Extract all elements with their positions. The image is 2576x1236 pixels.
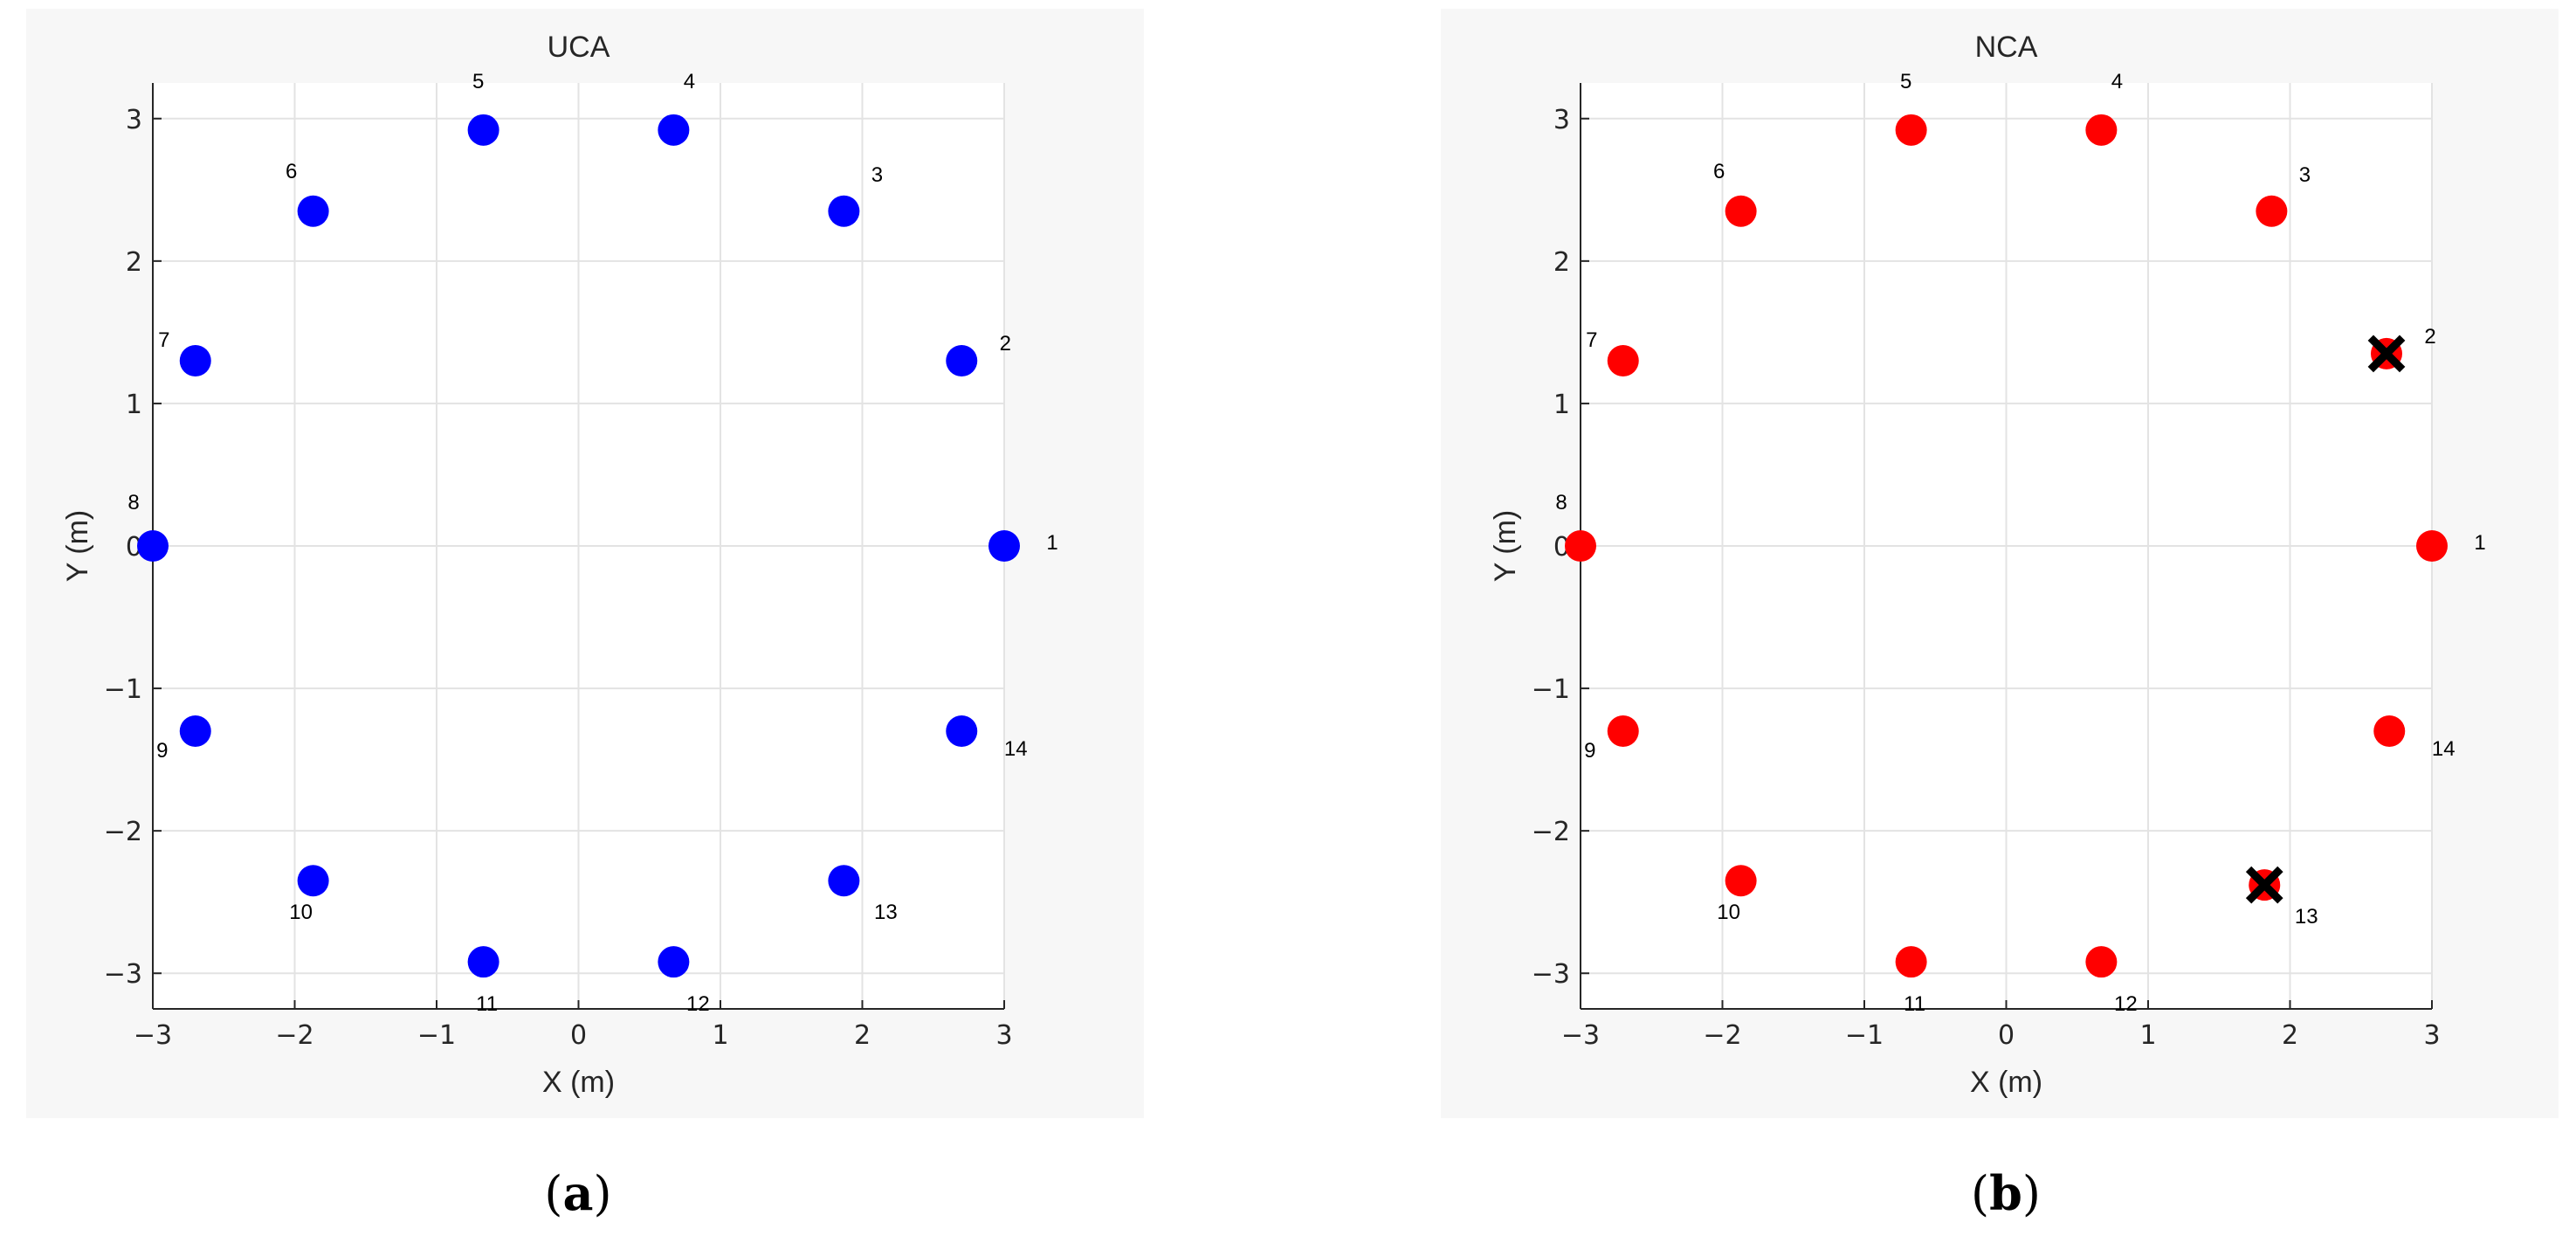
uca-x-tick-label-1: −2 xyxy=(275,1020,313,1051)
nca-point-label-6: 6 xyxy=(1713,160,1725,183)
nca-point-label-8: 8 xyxy=(1555,491,1567,514)
nca-point-4 xyxy=(2085,114,2118,146)
nca-y-tick-label-5: 2 xyxy=(1553,247,1570,278)
uca-x-tick-label-3: 0 xyxy=(570,1020,587,1051)
nca-point-6 xyxy=(1725,195,1757,227)
uca-x-axis-label: X (m) xyxy=(542,1066,615,1099)
nca-point-12 xyxy=(2085,946,2118,978)
nca-caption: (b) xyxy=(1971,1165,2041,1221)
uca-point-10 xyxy=(297,865,329,897)
uca-y-tick-label-0: −3 xyxy=(104,959,142,990)
nca-y-axis-label: Y (m) xyxy=(1489,510,1522,582)
nca-point-label-12: 12 xyxy=(2114,992,2138,1016)
uca-point-label-1: 1 xyxy=(1046,531,1057,555)
nca-failed-cross-b-2 xyxy=(2367,335,2406,373)
nca-x-tick-label-4: 1 xyxy=(2139,1020,2156,1051)
nca-point-10 xyxy=(1725,865,1757,897)
uca-y-tick-label-6: 3 xyxy=(126,105,142,135)
uca-y-axis-label: Y (m) xyxy=(61,510,94,582)
uca-point-8 xyxy=(137,530,169,562)
uca-y-tick-label-3: 0 xyxy=(126,532,142,563)
nca-point-label-1: 1 xyxy=(2474,531,2485,555)
nca-chart-title: NCA xyxy=(1975,31,2038,64)
nca-failed-cross-b-13 xyxy=(2245,866,2283,904)
nca-x-tick-label-1: −2 xyxy=(1703,1020,1741,1051)
uca-point-4 xyxy=(658,114,690,146)
nca-point-9 xyxy=(1607,715,1639,747)
nca-y-tick-label-4: 1 xyxy=(1553,390,1570,420)
nca-y-tick-label-0: −3 xyxy=(1532,959,1570,990)
uca-point-label-14: 14 xyxy=(1004,737,1028,761)
uca-point-label-12: 12 xyxy=(686,992,710,1016)
nca-x-tick-label-5: 2 xyxy=(2282,1020,2298,1051)
uca-x-tick-label-2: −1 xyxy=(417,1020,456,1051)
nca-y-tick-label-6: 3 xyxy=(1553,105,1570,135)
uca-point-label-8: 8 xyxy=(127,491,139,514)
uca-chart-title: UCA xyxy=(548,31,610,64)
uca-point-3 xyxy=(828,195,860,227)
uca-point-label-2: 2 xyxy=(1000,332,1011,356)
uca-point-1 xyxy=(988,530,1020,562)
nca-y-tick-label-2: −1 xyxy=(1532,674,1570,705)
nca-x-tick-label-6: 3 xyxy=(2423,1020,2440,1051)
nca-y-tick-label-3: 0 xyxy=(1553,532,1570,563)
uca-point-label-7: 7 xyxy=(158,328,169,352)
nca-point-label-2: 2 xyxy=(2424,325,2435,349)
uca-x-tick-label-0: −3 xyxy=(134,1020,172,1051)
nca-point-label-4: 4 xyxy=(2111,70,2123,93)
uca-point-2 xyxy=(946,345,978,376)
nca-x-axis-label: X (m) xyxy=(1970,1066,2042,1099)
uca-point-label-3: 3 xyxy=(871,163,883,187)
uca-point-label-6: 6 xyxy=(286,160,297,183)
uca-point-label-11: 11 xyxy=(476,992,498,1016)
nca-point-8 xyxy=(1565,530,1596,562)
nca-point-3 xyxy=(2256,195,2288,227)
uca-x-tick-label-6: 3 xyxy=(995,1020,1012,1051)
uca-point-13 xyxy=(828,865,860,897)
uca-point-label-9: 9 xyxy=(156,739,168,763)
nca-point-label-5: 5 xyxy=(1900,70,1911,93)
nca-point-11 xyxy=(1895,946,1927,978)
nca-point-label-14: 14 xyxy=(2432,737,2455,761)
nca-x-tick-label-0: −3 xyxy=(1561,1020,1600,1051)
nca-point-label-3: 3 xyxy=(2299,163,2311,187)
nca-point-14 xyxy=(2373,715,2406,747)
uca-point-label-5: 5 xyxy=(472,70,484,93)
uca-point-label-4: 4 xyxy=(684,70,695,93)
nca-point-1 xyxy=(2416,530,2448,562)
nca-x-tick-label-3: 0 xyxy=(1998,1020,2015,1051)
nca-point-label-7: 7 xyxy=(1586,328,1597,352)
nca-x-tick-label-2: −1 xyxy=(1845,1020,1884,1051)
uca-point-label-10: 10 xyxy=(289,901,313,924)
nca-point-label-9: 9 xyxy=(1584,739,1595,763)
uca-x-tick-label-5: 2 xyxy=(854,1020,871,1051)
uca-point-14 xyxy=(946,715,978,747)
uca-point-12 xyxy=(658,946,690,978)
uca-y-tick-label-2: −1 xyxy=(104,674,142,705)
uca-point-5 xyxy=(467,114,499,146)
uca-point-9 xyxy=(179,715,211,747)
uca-x-tick-label-4: 1 xyxy=(712,1020,728,1051)
nca-point-5 xyxy=(1895,114,1927,146)
nca-point-label-10: 10 xyxy=(1717,901,1740,924)
uca-y-tick-label-5: 2 xyxy=(126,247,142,278)
uca-point-7 xyxy=(179,345,211,376)
uca-caption: (a) xyxy=(544,1165,611,1221)
nca-point-7 xyxy=(1607,345,1639,376)
uca-y-tick-label-4: 1 xyxy=(126,390,142,420)
uca-point-label-13: 13 xyxy=(874,901,898,924)
uca-y-tick-label-1: −2 xyxy=(104,817,142,847)
uca-point-6 xyxy=(297,195,329,227)
nca-y-tick-label-1: −2 xyxy=(1532,817,1570,847)
nca-point-label-11: 11 xyxy=(1904,992,1925,1016)
nca-point-label-13: 13 xyxy=(2295,905,2318,929)
uca-point-11 xyxy=(467,946,499,978)
